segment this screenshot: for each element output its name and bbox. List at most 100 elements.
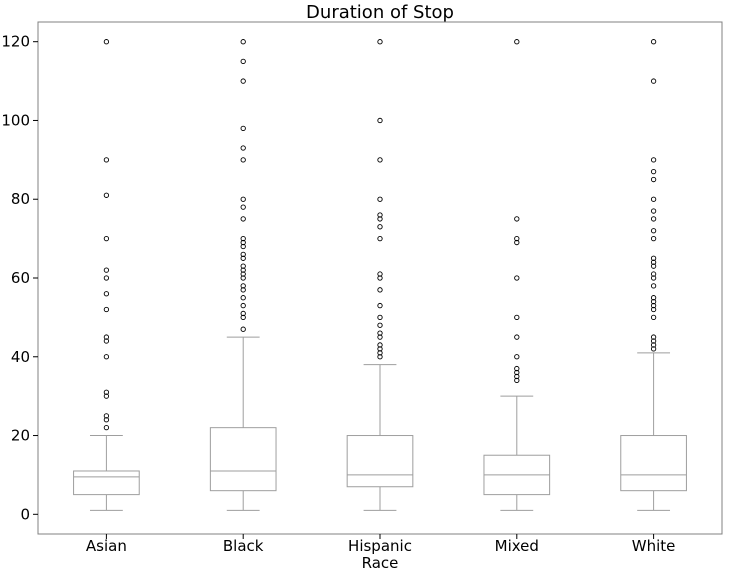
outlier-point xyxy=(514,39,520,45)
iqr-box xyxy=(346,435,414,488)
outlier-point xyxy=(650,208,657,214)
outlier-point xyxy=(377,196,383,202)
outlier-point xyxy=(103,306,110,313)
chart-title: Duration of Stop xyxy=(306,2,454,23)
x-axis: Asian Black Hispanic Mixed White xyxy=(86,534,675,555)
y-tick-label: 20 xyxy=(11,427,30,445)
y-tick-label: 60 xyxy=(11,269,30,287)
outlier-point xyxy=(377,39,383,45)
outlier-point xyxy=(240,310,246,317)
y-axis: 0 20 40 60 80 100 120 xyxy=(1,33,38,523)
outlier-point xyxy=(103,157,110,163)
outlier-point xyxy=(240,243,246,250)
y-tick-label: 80 xyxy=(11,190,30,208)
y-tick-label: 0 xyxy=(20,505,30,523)
outlier-point xyxy=(514,373,520,380)
outlier-point xyxy=(103,425,110,431)
box-mixed xyxy=(483,39,551,511)
box-hispanic xyxy=(346,39,414,511)
outlier-point xyxy=(650,314,657,321)
outlier-point xyxy=(650,216,657,222)
x-tick-label: Mixed xyxy=(495,537,539,555)
outlier-point xyxy=(650,255,657,261)
outlier-point xyxy=(103,235,110,242)
outlier-point xyxy=(650,263,657,269)
outlier-point xyxy=(240,235,246,242)
box-series xyxy=(73,39,687,511)
outlier-point xyxy=(650,334,657,340)
outlier-point xyxy=(514,369,520,376)
outlier-point xyxy=(103,275,110,281)
outlier-point xyxy=(103,417,110,423)
outlier-point xyxy=(650,275,657,281)
outlier-point xyxy=(240,39,246,45)
outlier-point xyxy=(103,389,110,395)
outlier-point xyxy=(377,157,383,163)
outlier-point xyxy=(103,338,110,344)
outlier-point xyxy=(103,39,110,45)
outlier-point xyxy=(514,314,520,321)
outlier-point xyxy=(240,255,246,261)
outlier-point xyxy=(240,251,246,258)
outlier-point xyxy=(650,196,657,202)
outlier-point xyxy=(377,287,383,293)
outlier-point xyxy=(240,196,246,202)
box-black xyxy=(209,39,277,511)
outlier-point xyxy=(377,334,383,340)
outlier-point xyxy=(103,354,110,360)
outlier-point xyxy=(650,295,657,301)
outlier-point xyxy=(240,239,246,246)
outlier-point xyxy=(240,295,246,301)
outlier-point xyxy=(650,302,657,309)
outlier-point xyxy=(514,365,520,372)
outlier-point xyxy=(514,275,520,281)
outlier-point xyxy=(103,413,110,419)
outlier-point xyxy=(650,169,657,175)
x-tick-label: Black xyxy=(223,537,264,555)
outlier-point xyxy=(377,271,383,277)
outlier-point xyxy=(650,271,657,277)
y-tick-label: 100 xyxy=(1,111,30,129)
outlier-point xyxy=(377,275,383,281)
y-tick-label: 120 xyxy=(1,33,30,51)
outlier-point xyxy=(240,204,246,210)
iqr-box xyxy=(73,470,140,496)
outlier-point xyxy=(240,302,246,309)
outlier-point xyxy=(240,145,246,151)
outlier-point xyxy=(650,306,657,313)
outlier-point xyxy=(240,58,246,65)
outlier-point xyxy=(650,228,657,234)
outlier-point xyxy=(240,263,246,269)
outlier-point xyxy=(240,275,246,281)
outlier-point xyxy=(240,271,246,277)
outlier-point xyxy=(377,216,383,222)
x-tick-label: Hispanic xyxy=(348,537,412,555)
outlier-point xyxy=(377,212,383,218)
outlier-point xyxy=(240,78,246,84)
outlier-point xyxy=(650,78,657,84)
outlier-point xyxy=(377,350,383,356)
outlier-point xyxy=(650,39,657,45)
outlier-point xyxy=(650,346,657,352)
outlier-point xyxy=(240,267,246,273)
outlier-point xyxy=(103,334,110,340)
iqr-box xyxy=(209,427,277,492)
outlier-point xyxy=(377,354,383,360)
outlier-point xyxy=(103,393,110,399)
outlier-point xyxy=(650,235,657,242)
outlier-point xyxy=(514,334,520,340)
y-tick-label: 40 xyxy=(11,348,30,366)
outlier-point xyxy=(103,192,110,198)
outlier-point xyxy=(377,346,383,352)
outlier-point xyxy=(377,342,383,348)
outlier-point xyxy=(514,235,520,242)
outlier-point xyxy=(514,354,520,360)
outlier-point xyxy=(103,291,110,297)
outlier-point xyxy=(240,287,246,293)
outlier-point xyxy=(650,298,657,305)
outlier-point xyxy=(650,176,657,183)
iqr-box xyxy=(620,435,687,492)
outlier-point xyxy=(103,267,110,273)
outlier-point xyxy=(377,302,383,309)
